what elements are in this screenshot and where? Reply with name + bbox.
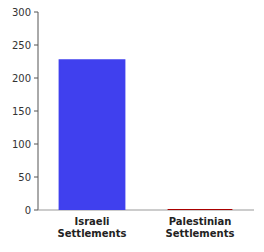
y-tick-label: 150 [12,106,31,117]
x-tick-label: IsraeliSettlements [58,216,127,239]
chart: 0 50 100 150 200 250 300 IsraeliSettlements Pale… [0,0,264,252]
chart-container: 0 50 100 150 200 250 300 IsraeliSettlements Pale… [0,0,264,252]
bars [60,60,233,210]
y-tick [34,12,38,13]
bar [168,209,233,210]
y-axis: 0 50 100 150 200 250 300 [12,7,38,216]
y-tick [34,177,38,178]
y-tick [34,45,38,46]
y-tick-label: 50 [18,172,31,183]
y-tick-label: 0 [25,205,31,216]
y-tick-label: 250 [12,40,31,51]
bar [60,60,125,210]
y-tick [34,210,38,211]
x-tick-label: PalestinianSettlements [166,216,235,239]
y-tick-label: 300 [12,7,31,18]
y-tick [34,78,38,79]
y-tick-label: 200 [12,73,31,84]
y-tick [34,144,38,145]
y-tick-label: 100 [12,139,31,150]
y-tick [34,111,38,112]
